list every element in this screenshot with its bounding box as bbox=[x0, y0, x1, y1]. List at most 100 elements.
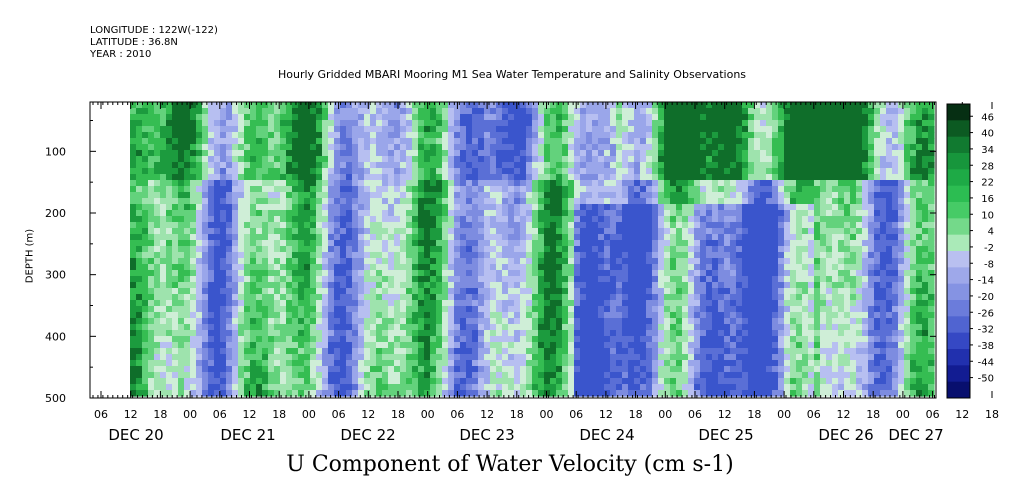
heatmap-cell bbox=[328, 120, 335, 127]
heatmap-cell bbox=[718, 228, 725, 235]
heatmap-cell bbox=[196, 222, 203, 229]
heatmap-cell bbox=[652, 240, 659, 247]
heatmap-cell bbox=[484, 210, 491, 217]
heatmap-cell bbox=[688, 378, 695, 385]
heatmap-cell bbox=[166, 222, 173, 229]
heatmap-cell bbox=[214, 288, 221, 295]
heatmap-cell bbox=[196, 216, 203, 223]
heatmap-cell bbox=[172, 192, 179, 199]
heatmap-cell bbox=[418, 138, 425, 145]
heatmap-cell bbox=[658, 324, 665, 331]
heatmap-cell bbox=[184, 384, 191, 391]
heatmap-cell bbox=[448, 372, 455, 379]
heatmap-cell bbox=[514, 360, 521, 367]
heatmap-cell bbox=[478, 138, 485, 145]
heatmap-cell bbox=[136, 294, 143, 301]
heatmap-cell bbox=[502, 312, 509, 319]
heatmap-cell bbox=[604, 186, 611, 193]
heatmap-cell bbox=[682, 156, 689, 163]
heatmap-cell bbox=[484, 180, 491, 187]
heatmap-cell bbox=[430, 120, 437, 127]
heatmap-cell bbox=[190, 180, 197, 187]
heatmap-cell bbox=[346, 204, 353, 211]
heatmap-cell bbox=[262, 270, 269, 277]
heatmap-cell bbox=[616, 384, 623, 391]
heatmap-cell bbox=[730, 336, 737, 343]
heatmap-cell bbox=[550, 276, 557, 283]
heatmap-cell bbox=[166, 372, 173, 379]
heatmap-cell bbox=[616, 132, 623, 139]
heatmap-cell bbox=[496, 150, 503, 157]
heatmap-cell bbox=[178, 270, 185, 277]
heatmap-cell bbox=[436, 366, 443, 373]
heatmap-cell bbox=[478, 162, 485, 169]
heatmap-cell bbox=[172, 306, 179, 313]
heatmap-cell bbox=[628, 282, 635, 289]
heatmap-cell bbox=[436, 180, 443, 187]
heatmap-cell bbox=[736, 294, 743, 301]
heatmap-cell bbox=[712, 132, 719, 139]
heatmap-cell bbox=[490, 150, 497, 157]
heatmap-cell bbox=[496, 336, 503, 343]
heatmap-cell bbox=[304, 330, 311, 337]
heatmap-cell bbox=[550, 324, 557, 331]
heatmap-cell bbox=[322, 192, 329, 199]
heatmap-cell bbox=[628, 366, 635, 373]
heatmap-cell bbox=[328, 312, 335, 319]
heatmap-cell bbox=[358, 294, 365, 301]
heatmap-cell bbox=[160, 174, 167, 181]
heatmap-cell bbox=[490, 324, 497, 331]
heatmap-cell bbox=[670, 144, 677, 151]
heatmap-cell bbox=[532, 150, 539, 157]
heatmap-cell bbox=[334, 216, 341, 223]
heatmap-cell bbox=[130, 312, 137, 319]
heatmap-cell bbox=[628, 390, 635, 397]
heatmap-cell bbox=[544, 390, 551, 397]
heatmap-cell bbox=[232, 144, 239, 151]
heatmap-cell bbox=[640, 288, 647, 295]
heatmap-cell bbox=[412, 348, 419, 355]
heatmap-cell bbox=[418, 300, 425, 307]
heatmap-cell bbox=[214, 258, 221, 265]
heatmap-cell bbox=[682, 300, 689, 307]
heatmap-cell bbox=[532, 258, 539, 265]
heatmap-cell bbox=[580, 156, 587, 163]
heatmap-cell bbox=[286, 366, 293, 373]
heatmap-cell bbox=[532, 102, 539, 109]
heatmap-cell bbox=[586, 168, 593, 175]
heatmap-cell bbox=[130, 366, 137, 373]
heatmap-cell bbox=[358, 270, 365, 277]
heatmap-cell bbox=[334, 186, 341, 193]
heatmap-cell bbox=[676, 324, 683, 331]
heatmap-cell bbox=[220, 186, 227, 193]
heatmap-cell bbox=[448, 276, 455, 283]
heatmap-cell bbox=[394, 198, 401, 205]
heatmap-cell bbox=[130, 336, 137, 343]
heatmap-cell bbox=[226, 330, 233, 337]
heatmap-cell bbox=[412, 360, 419, 367]
heatmap-cell bbox=[646, 378, 653, 385]
heatmap-cell bbox=[292, 234, 299, 241]
heatmap-cell bbox=[676, 384, 683, 391]
heatmap-cell bbox=[406, 378, 413, 385]
heatmap-cell bbox=[298, 306, 305, 313]
heatmap-cell bbox=[544, 378, 551, 385]
heatmap-cell bbox=[490, 192, 497, 199]
heatmap-cell bbox=[256, 378, 263, 385]
heatmap-cell bbox=[394, 366, 401, 373]
heatmap-cell bbox=[190, 390, 197, 397]
heatmap-cell bbox=[328, 108, 335, 115]
heatmap-cell bbox=[616, 240, 623, 247]
heatmap-cell bbox=[340, 354, 347, 361]
heatmap-cell bbox=[238, 276, 245, 283]
heatmap-cell bbox=[412, 216, 419, 223]
heatmap-cell bbox=[574, 342, 581, 349]
heatmap-cell bbox=[220, 132, 227, 139]
heatmap-cell bbox=[394, 318, 401, 325]
heatmap-cell bbox=[706, 120, 713, 127]
heatmap-cell bbox=[250, 258, 257, 265]
heatmap-cell bbox=[256, 198, 263, 205]
heatmap-cell bbox=[532, 228, 539, 235]
heatmap-cell bbox=[154, 360, 161, 367]
heatmap-cell bbox=[484, 156, 491, 163]
